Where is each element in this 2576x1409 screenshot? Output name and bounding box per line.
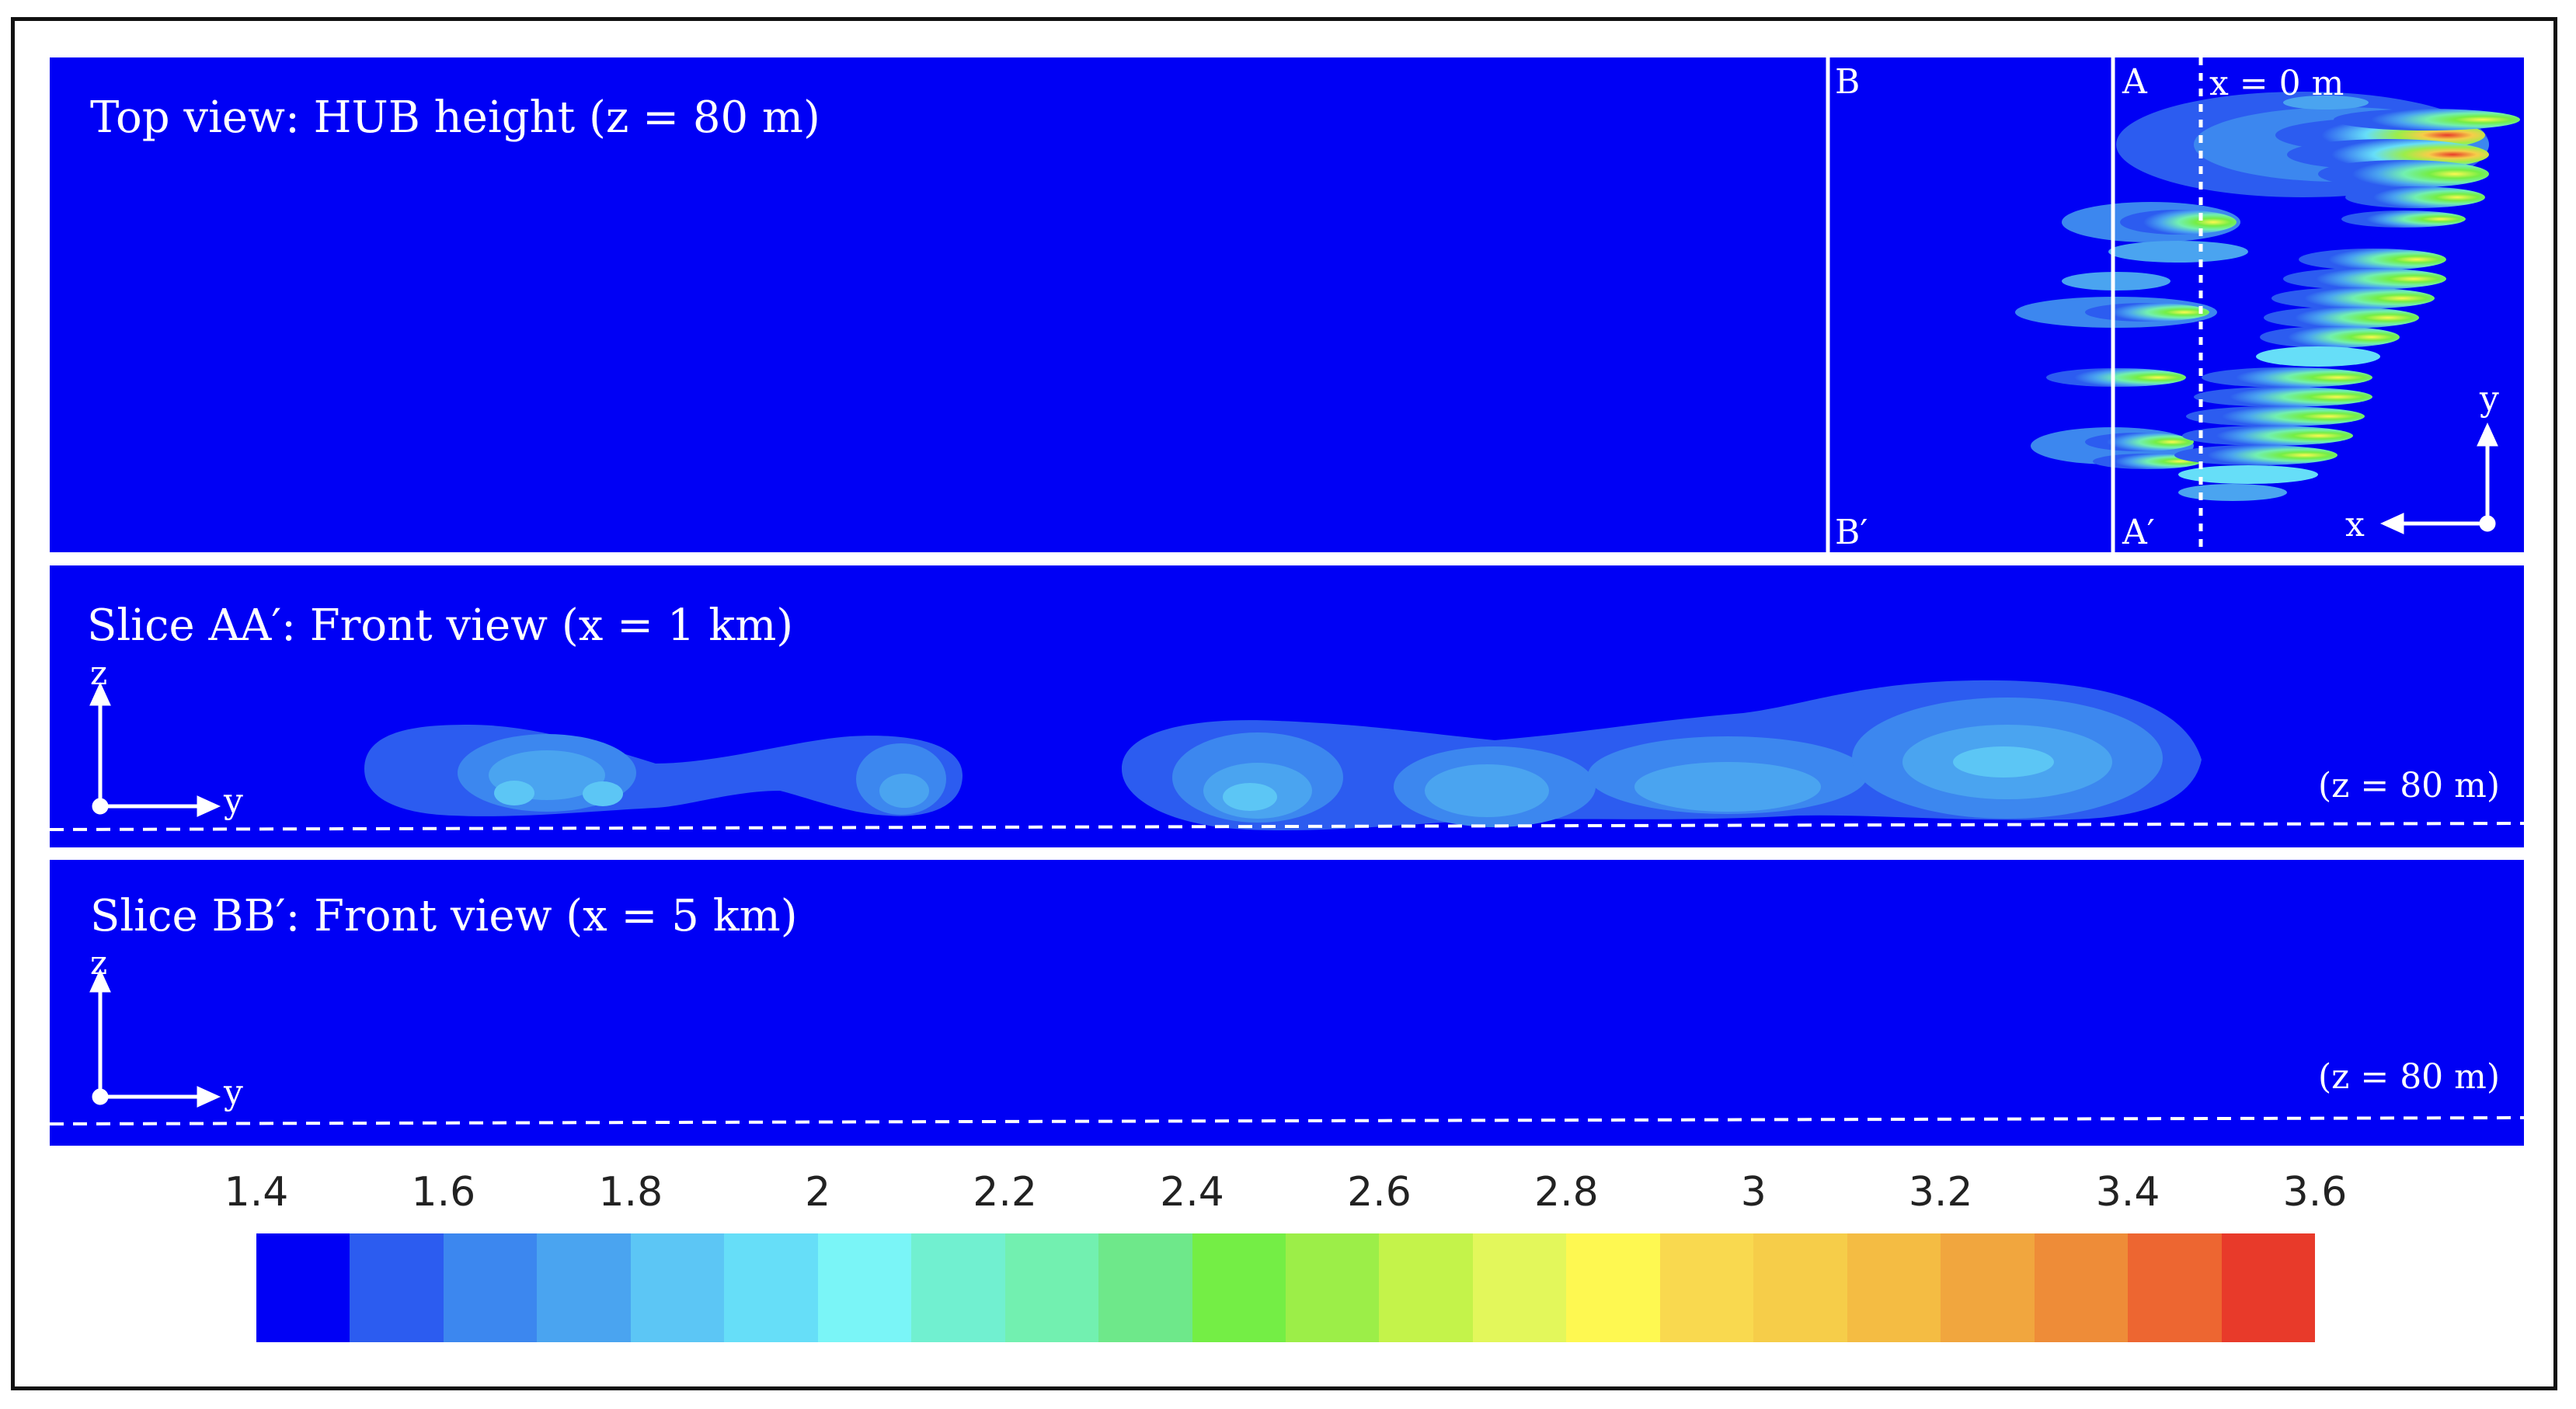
colorbar-tick-label: 1.6 (411, 1169, 476, 1216)
colorbar-swatch (817, 1233, 912, 1342)
colorbar-swatch (1472, 1233, 1567, 1342)
top-view-axis-x-label: x (2345, 505, 2365, 544)
colorbar-tick-label: 2.8 (1534, 1169, 1599, 1216)
colorbar-swatch (1192, 1233, 1286, 1342)
colorbar-swatch (2221, 1233, 2315, 1342)
top-view-plot (1826, 57, 2520, 552)
slice-bb-plot (50, 968, 2524, 1125)
colorbar-swatch (443, 1233, 538, 1342)
colorbar-swatch (2034, 1233, 2129, 1342)
slice-bb-title: Slice BB′: Front view (x = 5 km) (90, 891, 798, 941)
colorbar-tick-label: 3.6 (2282, 1169, 2348, 1216)
colorbar-swatch (350, 1233, 444, 1342)
section-b-top-label: B (1835, 62, 1861, 102)
slice-aa-title: Slice AA′: Front view (x = 1 km) (87, 600, 794, 651)
top-view-panel: Top view: HUB height (z = 80 m) B B′ A A… (50, 57, 2524, 552)
colorbar-tick-labels: 1.4 1.6 1.8 2 2.2 2.4 2.6 2.8 3 3.2 3.4 3.6 (225, 1169, 2348, 1216)
colorbar-tick-label: 3 (1740, 1169, 1767, 1216)
slice-bb-hub-label: (z = 80 m) (2318, 1057, 2501, 1097)
colorbar-tick-label: 3.4 (2095, 1169, 2160, 1216)
slice-bb-axes-icon (89, 968, 221, 1108)
wake-cluster-upper (2116, 92, 2520, 228)
colorbar-swatch (2128, 1233, 2222, 1342)
wake-cross-section-left (364, 725, 963, 816)
section-a-bottom-label: A′ (2122, 513, 2155, 552)
top-view-axes-icon (2379, 422, 2498, 534)
colorbar-swatch (1847, 1233, 1941, 1342)
slice-aa-axis-z-label: z (90, 654, 108, 692)
slice-bb-axis-z-label: z (90, 944, 108, 982)
colorbar-tick-label: 3.2 (1908, 1169, 1973, 1216)
wake-cross-section-right (1122, 680, 2202, 831)
colorbar-swatch (1941, 1233, 2035, 1342)
colorbar-swatch (1659, 1233, 1754, 1342)
slice-aa-axes-icon (89, 681, 221, 817)
colorbar-tick-label: 2.4 (1160, 1169, 1224, 1216)
section-a-top-label: A (2122, 62, 2147, 102)
top-view-title: Top view: HUB height (z = 80 m) (90, 92, 820, 143)
slice-aa-panel: Slice AA′: Front view (x = 1 km) z y (z … (50, 565, 2524, 847)
colorbar-swatch (1004, 1233, 1099, 1342)
colorbar-tick-label: 2.6 (1347, 1169, 1412, 1216)
x0-label: x = 0 m (2209, 64, 2345, 103)
slice-aa-axis-y-label: y (224, 781, 243, 821)
colorbar-tick-label: 1.4 (224, 1169, 289, 1216)
wake-cluster-middle (2015, 202, 2446, 367)
slice-aa-hub-label: (z = 80 m) (2318, 766, 2501, 805)
top-view-axis-y-label: y (2480, 379, 2499, 419)
figure-frame (11, 17, 2557, 1390)
colorbar (256, 1233, 2315, 1342)
hub-height-dashed-line (50, 822, 2524, 831)
slice-bb-panel: Slice BB′: Front view (x = 5 km) z y (z … (50, 860, 2524, 1146)
colorbar-swatch (537, 1233, 631, 1342)
colorbar-swatch (256, 1233, 350, 1342)
colorbar-swatch (911, 1233, 1005, 1342)
hub-height-dashed-line (50, 1116, 2524, 1125)
colorbar-swatch (724, 1233, 818, 1342)
colorbar-swatch (1098, 1233, 1192, 1342)
section-b-bottom-label: B′ (1835, 513, 1868, 552)
slice-aa-plot (50, 680, 2524, 831)
colorbar-tick-label: 1.8 (598, 1169, 663, 1216)
colorbar-tick-label: 2.2 (973, 1169, 1037, 1216)
colorbar-swatch (1566, 1233, 1660, 1342)
colorbar-swatch (1285, 1233, 1380, 1342)
colorbar-swatch (1753, 1233, 1847, 1342)
colorbar-swatch (1379, 1233, 1473, 1342)
colorbar-swatch (630, 1233, 725, 1342)
colorbar-tick-label: 2 (805, 1169, 831, 1216)
slice-bb-axis-y-label: y (224, 1073, 243, 1112)
